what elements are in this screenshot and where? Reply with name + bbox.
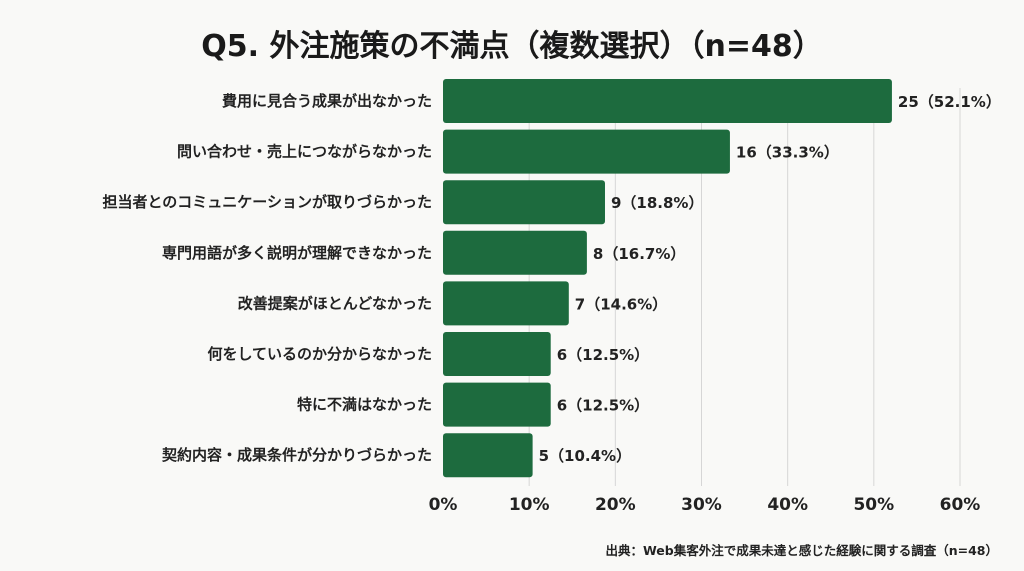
category-label: 専門用語が多く説明が理解できなかった <box>162 244 432 262</box>
category-label: 契約内容・成果条件が分かりづらかった <box>161 446 432 464</box>
data-label: 16（33.3%） <box>736 144 839 162</box>
category-label: 問い合わせ・売上につながらなかった <box>177 143 432 161</box>
x-tick-label: 30% <box>681 495 722 515</box>
bar <box>443 382 551 427</box>
x-tick-label: 0% <box>429 495 458 515</box>
data-label: 8（16.7%） <box>593 245 685 263</box>
category-label: 改善提案がほとんどなかった <box>238 294 432 312</box>
data-label: 9（18.8%） <box>611 194 703 212</box>
data-label: 6（12.5%） <box>557 346 649 364</box>
x-tick-label: 40% <box>767 495 808 515</box>
data-label: 7（14.6%） <box>575 295 667 313</box>
bar <box>443 180 605 225</box>
x-tick-label: 60% <box>940 495 981 515</box>
bar <box>443 332 551 376</box>
bar <box>443 230 587 275</box>
bar <box>443 129 730 174</box>
category-label: 費用に見合う成果が出なかった <box>222 92 432 110</box>
x-tick-label: 10% <box>509 495 550 515</box>
data-label: 5（10.4%） <box>539 447 631 465</box>
category-label: 担当者とのコミュニケーションが取りづらかった <box>102 193 432 211</box>
data-label: 6（12.5%） <box>557 397 649 415</box>
source-note: 出典：Web集客外注で成果未達と感じた経験に関する調査（n=48） <box>605 543 998 558</box>
x-tick-label: 20% <box>595 495 636 515</box>
bar <box>443 433 533 478</box>
category-label: 何をしているのか分からなかった <box>207 345 432 363</box>
bar <box>443 281 569 326</box>
chart-title: Q5. 外注施策の不満点（複数選択）（n=48） <box>201 29 822 64</box>
bar <box>443 79 892 123</box>
x-tick-label: 50% <box>853 495 894 515</box>
data-label: 25（52.1%） <box>898 93 1001 111</box>
x-axis-ticks: 0% 10% 20% 30% 40% 50% 60% <box>429 495 981 515</box>
category-label: 特に不満はなかった <box>297 396 432 414</box>
bars: 費用に見合う成果が出なかった 25（52.1%） 問い合わせ・売上につながらなかった… <box>102 79 1001 478</box>
